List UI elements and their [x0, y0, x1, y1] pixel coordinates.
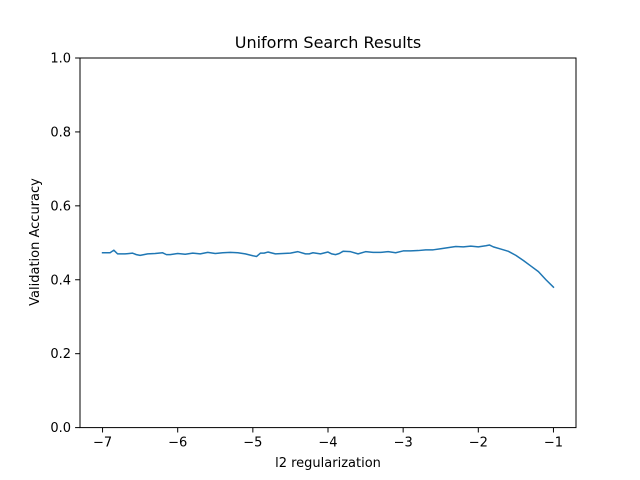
y-tick-label: 0.0 [50, 421, 71, 436]
x-tick-label: −3 [394, 436, 413, 451]
x-ticks: −7 −6 −5 −4 −3 −2 −1 [93, 427, 563, 451]
y-tick-label: 0.2 [50, 347, 71, 362]
y-ticks: 0.0 0.2 0.4 0.6 0.8 1.0 [50, 52, 80, 436]
x-tick-label: −7 [93, 436, 112, 451]
plot-area: −7 −6 −5 −4 −3 −2 −1 0.0 0.2 0.4 0.6 0.8 1.0 [50, 52, 577, 451]
y-tick-label: 1.0 [50, 52, 71, 67]
y-axis-label: Validation Accuracy [28, 178, 43, 306]
series-line [101, 244, 555, 289]
x-tick-label: −4 [318, 436, 337, 451]
x-tick-label: −5 [243, 436, 262, 451]
x-tick-label: −1 [544, 436, 563, 451]
chart-title: Uniform Search Results [235, 33, 422, 52]
line-layer [101, 244, 555, 289]
y-tick-label: 0.6 [50, 199, 71, 214]
y-tick-label: 0.8 [50, 125, 71, 140]
y-tick-label: 0.4 [50, 273, 71, 288]
x-tick-label: −2 [469, 436, 488, 451]
x-tick-label: −6 [168, 436, 187, 451]
x-axis-label: l2 regularization [275, 456, 381, 471]
